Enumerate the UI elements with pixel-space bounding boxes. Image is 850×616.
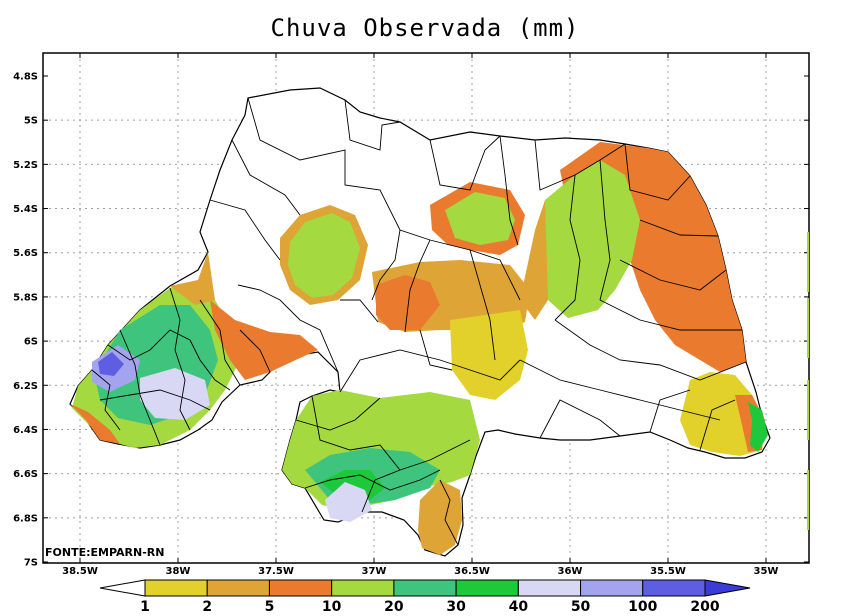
lat-tick-label: 6S bbox=[24, 337, 38, 348]
lat-tick-label: 5.2S bbox=[13, 160, 38, 171]
legend-swatch bbox=[455, 579, 519, 597]
longitude-axis: 38.5W 38W 37.5W 37W 36.5W 36W 35.5W 35W bbox=[62, 53, 778, 577]
frame-edge-markers bbox=[807, 232, 809, 530]
lat-tick-label: 6.4S bbox=[13, 425, 38, 436]
legend-swatch bbox=[331, 579, 395, 597]
map-title: Chuva Observada (mm) bbox=[270, 14, 580, 42]
legend-break-label: 40 bbox=[509, 599, 529, 615]
legend-break-label: 10 bbox=[322, 599, 342, 615]
lat-tick-label: 5.4S bbox=[13, 204, 38, 215]
lat-tick-label: 4.8S bbox=[13, 72, 38, 83]
lat-tick-label: 6.2S bbox=[13, 381, 38, 392]
legend-break-label: 5 bbox=[265, 599, 275, 615]
lon-tick-label: 38.5W bbox=[62, 566, 98, 577]
legend-swatch bbox=[144, 579, 208, 597]
legend-break-label: 20 bbox=[384, 599, 404, 615]
lat-tick-label: 6.8S bbox=[13, 513, 38, 524]
lat-tick-label: 7S bbox=[24, 558, 38, 569]
legend-break-label: 1 bbox=[140, 599, 150, 615]
lat-tick-label: 5.6S bbox=[13, 248, 38, 259]
source-note: FONTE:EMPARN-RN bbox=[45, 546, 164, 559]
lon-tick-label: 37W bbox=[362, 566, 387, 577]
lat-tick-label: 6.6S bbox=[13, 469, 38, 480]
lon-tick-label: 37.5W bbox=[258, 566, 294, 577]
rainfall-shading bbox=[70, 142, 768, 555]
lon-tick-label: 35.5W bbox=[650, 566, 686, 577]
municipal-boundaries bbox=[91, 97, 747, 546]
legend-break-label: 2 bbox=[202, 599, 212, 615]
latitude-axis: 4.8S 5S 5.2S 5.4S 5.6S 5.8S 6S 6.2S 6.4S 6.6S 6.8S… bbox=[13, 72, 809, 569]
lon-tick-label: 36.5W bbox=[454, 566, 490, 577]
color-legend: 1 2 5 10 20 30 40 50 100 200 bbox=[99, 579, 751, 615]
legend-swatch bbox=[206, 579, 270, 597]
legend-swatch bbox=[642, 579, 706, 597]
legend-swatch bbox=[580, 579, 644, 597]
lon-tick-label: 38W bbox=[166, 566, 191, 577]
lon-tick-label: 36W bbox=[558, 566, 583, 577]
legend-break-label: 100 bbox=[628, 599, 657, 615]
legend-swatch bbox=[393, 579, 457, 597]
legend-break-label: 30 bbox=[446, 599, 466, 615]
legend-break-label: 200 bbox=[690, 599, 719, 615]
lon-tick-label: 35W bbox=[754, 566, 779, 577]
lat-tick-label: 5S bbox=[24, 116, 38, 127]
legend-swatch bbox=[268, 579, 333, 597]
lat-tick-label: 5.8S bbox=[13, 292, 38, 303]
legend-arrow-left bbox=[99, 579, 146, 597]
legend-break-label: 50 bbox=[571, 599, 591, 615]
legend-arrow-right bbox=[704, 579, 751, 597]
legend-swatch bbox=[517, 579, 582, 597]
